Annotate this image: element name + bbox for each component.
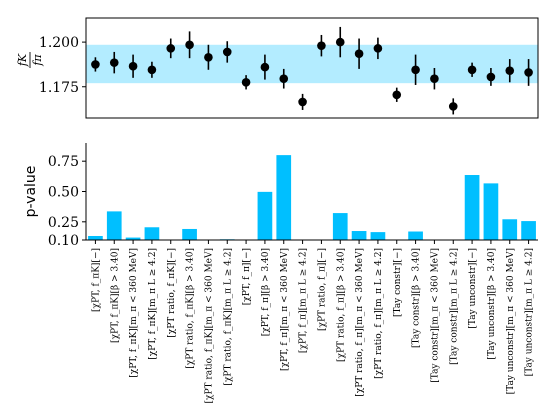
pvalue-bar <box>483 183 499 240</box>
data-point <box>147 65 157 75</box>
category-label: [χPT, f_πK][−] <box>91 248 101 312</box>
data-point <box>279 74 289 84</box>
category-label: [χPT ratio, f_π][β > 3.40] <box>336 248 346 362</box>
pvalue-bar <box>408 231 423 240</box>
data-point <box>486 72 496 82</box>
pvalue-bar <box>502 219 518 240</box>
data-point <box>411 65 420 75</box>
ratio-y-label: fK fπ <box>16 52 44 68</box>
data-point <box>260 62 270 72</box>
category-label: [χPT ratio, f_πK][β > 3.40] <box>186 248 196 369</box>
category-label: [χPT, f_πK][β > 3.40] <box>110 248 120 343</box>
pvalue-bars <box>88 155 536 240</box>
category-label: [χPT ratio, f_π][m_π < 360 MeV] <box>355 248 365 397</box>
y-tick-label: 1.175 <box>39 80 79 96</box>
data-point <box>298 97 307 107</box>
y-tick-label: 0.75 <box>48 154 79 170</box>
category-label: [Tay constr][−] <box>393 248 403 317</box>
category-label: [Tay unconstr][β > 3.40] <box>487 248 497 360</box>
data-point <box>222 47 232 57</box>
category-label: [Tay constr][m_π < 360 MeV] <box>430 248 440 383</box>
category-label: [χPT, f_π][β > 3.40] <box>261 248 271 336</box>
ratio-y-label-numerator: fK <box>16 53 29 67</box>
y-tick-label: 1.200 <box>39 35 79 51</box>
pvalue-y-label: p-value <box>23 166 39 218</box>
ratio-points <box>91 26 533 115</box>
data-point <box>317 41 326 50</box>
pvalue-bar <box>332 213 348 240</box>
average-band <box>86 44 538 84</box>
data-point <box>241 77 251 87</box>
pvalue-bar <box>276 155 292 240</box>
pvalue-bar <box>106 211 122 240</box>
data-point <box>373 44 383 53</box>
data-point <box>524 68 533 77</box>
data-point <box>430 74 439 84</box>
category-label: [χPT, f_π][−] <box>242 248 252 305</box>
data-point <box>204 52 213 62</box>
data-point <box>185 40 194 50</box>
ratio-panel: 1.175 1.200 fK fπ <box>16 17 539 119</box>
pvalue-bar <box>125 237 141 240</box>
ratio-y-label-denominator: fπ <box>31 54 44 67</box>
category-label: [χPT ratio, f_πK][m_π < 360 MeV] <box>204 248 214 403</box>
category-label: [χPT ratio, f_πK][−] <box>167 248 177 338</box>
pvalue-bar <box>351 231 367 240</box>
category-label: [Tay constr][β > 3.40] <box>412 248 422 348</box>
category-label: [Tay unconstr][m_π L ≥ 4.2] <box>525 248 535 376</box>
category-x-ticks: [χPT, f_πK][−] [χPT, f_πK][β > 3.40] [χPT,… <box>91 240 535 403</box>
pvalue-bar <box>144 227 160 240</box>
data-point <box>392 90 402 100</box>
y-tick-label: 0.10 <box>48 233 79 249</box>
ratio-y-ticks: 1.175 1.200 <box>39 35 86 96</box>
y-tick-label: 0.25 <box>48 215 79 231</box>
data-point <box>128 61 138 71</box>
category-label: [χPT, f_π][m_π < 360 MeV] <box>280 248 290 371</box>
data-point <box>505 66 515 75</box>
data-point <box>448 102 458 111</box>
pvalue-y-ticks: 0.10 0.25 0.50 0.75 <box>48 154 86 249</box>
pvalue-bar <box>521 221 536 240</box>
data-point <box>91 60 100 69</box>
category-label: [Tay unconstr][−] <box>468 248 478 329</box>
category-label: [χPT ratio, f_πK][m_π L ≥ 4.2] <box>223 248 233 386</box>
pvalue-panel: 0.100.250.500.75 [χPT, f_πK][−] [χPT, f_π… <box>23 143 538 403</box>
y-tick-label: 0.50 <box>48 185 79 201</box>
pvalue-bar <box>370 232 386 240</box>
category-label: [χPT, f_πK][m_π < 360 MeV] <box>129 248 139 378</box>
category-label: [χPT, f_πK][m_π L ≥ 4.2] <box>148 248 158 360</box>
category-label: [χPT, f_π][m_π L ≥ 4.2] <box>299 248 309 353</box>
category-label: [Tay unconstr][m_π < 360 MeV] <box>506 248 516 394</box>
data-point <box>166 44 176 53</box>
category-label: [χPT ratio, f_π][m_π L ≥ 4.2] <box>374 248 384 379</box>
data-point <box>467 65 477 75</box>
category-label: [Tay constr][m_π L ≥ 4.2] <box>449 248 459 365</box>
pvalue-bar <box>88 235 103 240</box>
pvalue-bar <box>182 228 197 240</box>
pvalue-bar <box>464 175 480 240</box>
pvalue-bar <box>257 191 273 240</box>
data-point <box>109 58 119 67</box>
data-point <box>335 37 345 47</box>
category-label: [χPT ratio, f_π][−] <box>317 248 327 331</box>
data-point <box>354 49 364 59</box>
ratio-panel-frame <box>85 17 539 119</box>
